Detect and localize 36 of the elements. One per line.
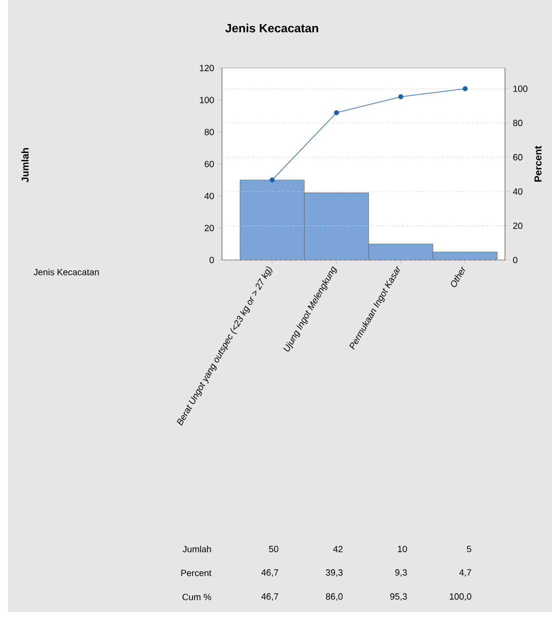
data-label: 50 bbox=[269, 546, 278, 552]
point bbox=[462, 86, 468, 92]
y2-tick-label: 40 bbox=[512, 188, 522, 195]
data-label: 46,7 bbox=[261, 593, 278, 601]
text: 9,3 bbox=[395, 569, 407, 577]
y-tick-label: 80 bbox=[204, 128, 214, 136]
y2-axis-title: Percent bbox=[534, 146, 542, 182]
text: Cum % bbox=[182, 594, 212, 600]
text: Jenis Kecacatan bbox=[34, 268, 99, 276]
text: 39,3 bbox=[326, 569, 343, 577]
text: Percent bbox=[181, 570, 212, 576]
y-tick-label: 100 bbox=[200, 96, 214, 104]
y2-tick-label: 20 bbox=[513, 222, 522, 229]
data-label: 5 bbox=[466, 546, 472, 552]
data-label: 95,3 bbox=[390, 593, 407, 601]
data-label: 10 bbox=[398, 546, 407, 552]
point bbox=[334, 110, 339, 116]
y2-tick-label: 60 bbox=[513, 154, 522, 160]
y-tick-label: 120 bbox=[200, 64, 214, 72]
y-tick-label: 20 bbox=[204, 224, 214, 232]
point bbox=[398, 94, 404, 100]
chart-title: Jenis Kecacatan bbox=[225, 24, 318, 32]
data-label: 100,0 bbox=[450, 593, 472, 601]
point bbox=[270, 178, 275, 183]
y2-tick-label: 80 bbox=[513, 120, 522, 126]
text: 4,7 bbox=[459, 569, 472, 577]
data-label: 42 bbox=[333, 546, 343, 552]
y-tick-label: 0 bbox=[210, 256, 214, 264]
y2-tick-label: 0 bbox=[513, 256, 518, 264]
y-tick-label: 40 bbox=[204, 192, 214, 200]
text: 46,7 bbox=[261, 569, 278, 577]
y2-tick-label: 100 bbox=[513, 86, 528, 92]
data-label: 86,0 bbox=[326, 593, 343, 601]
text: Jumlah bbox=[21, 148, 29, 182]
y-tick-label: 60 bbox=[204, 160, 214, 168]
text: Jumlah bbox=[182, 546, 211, 552]
